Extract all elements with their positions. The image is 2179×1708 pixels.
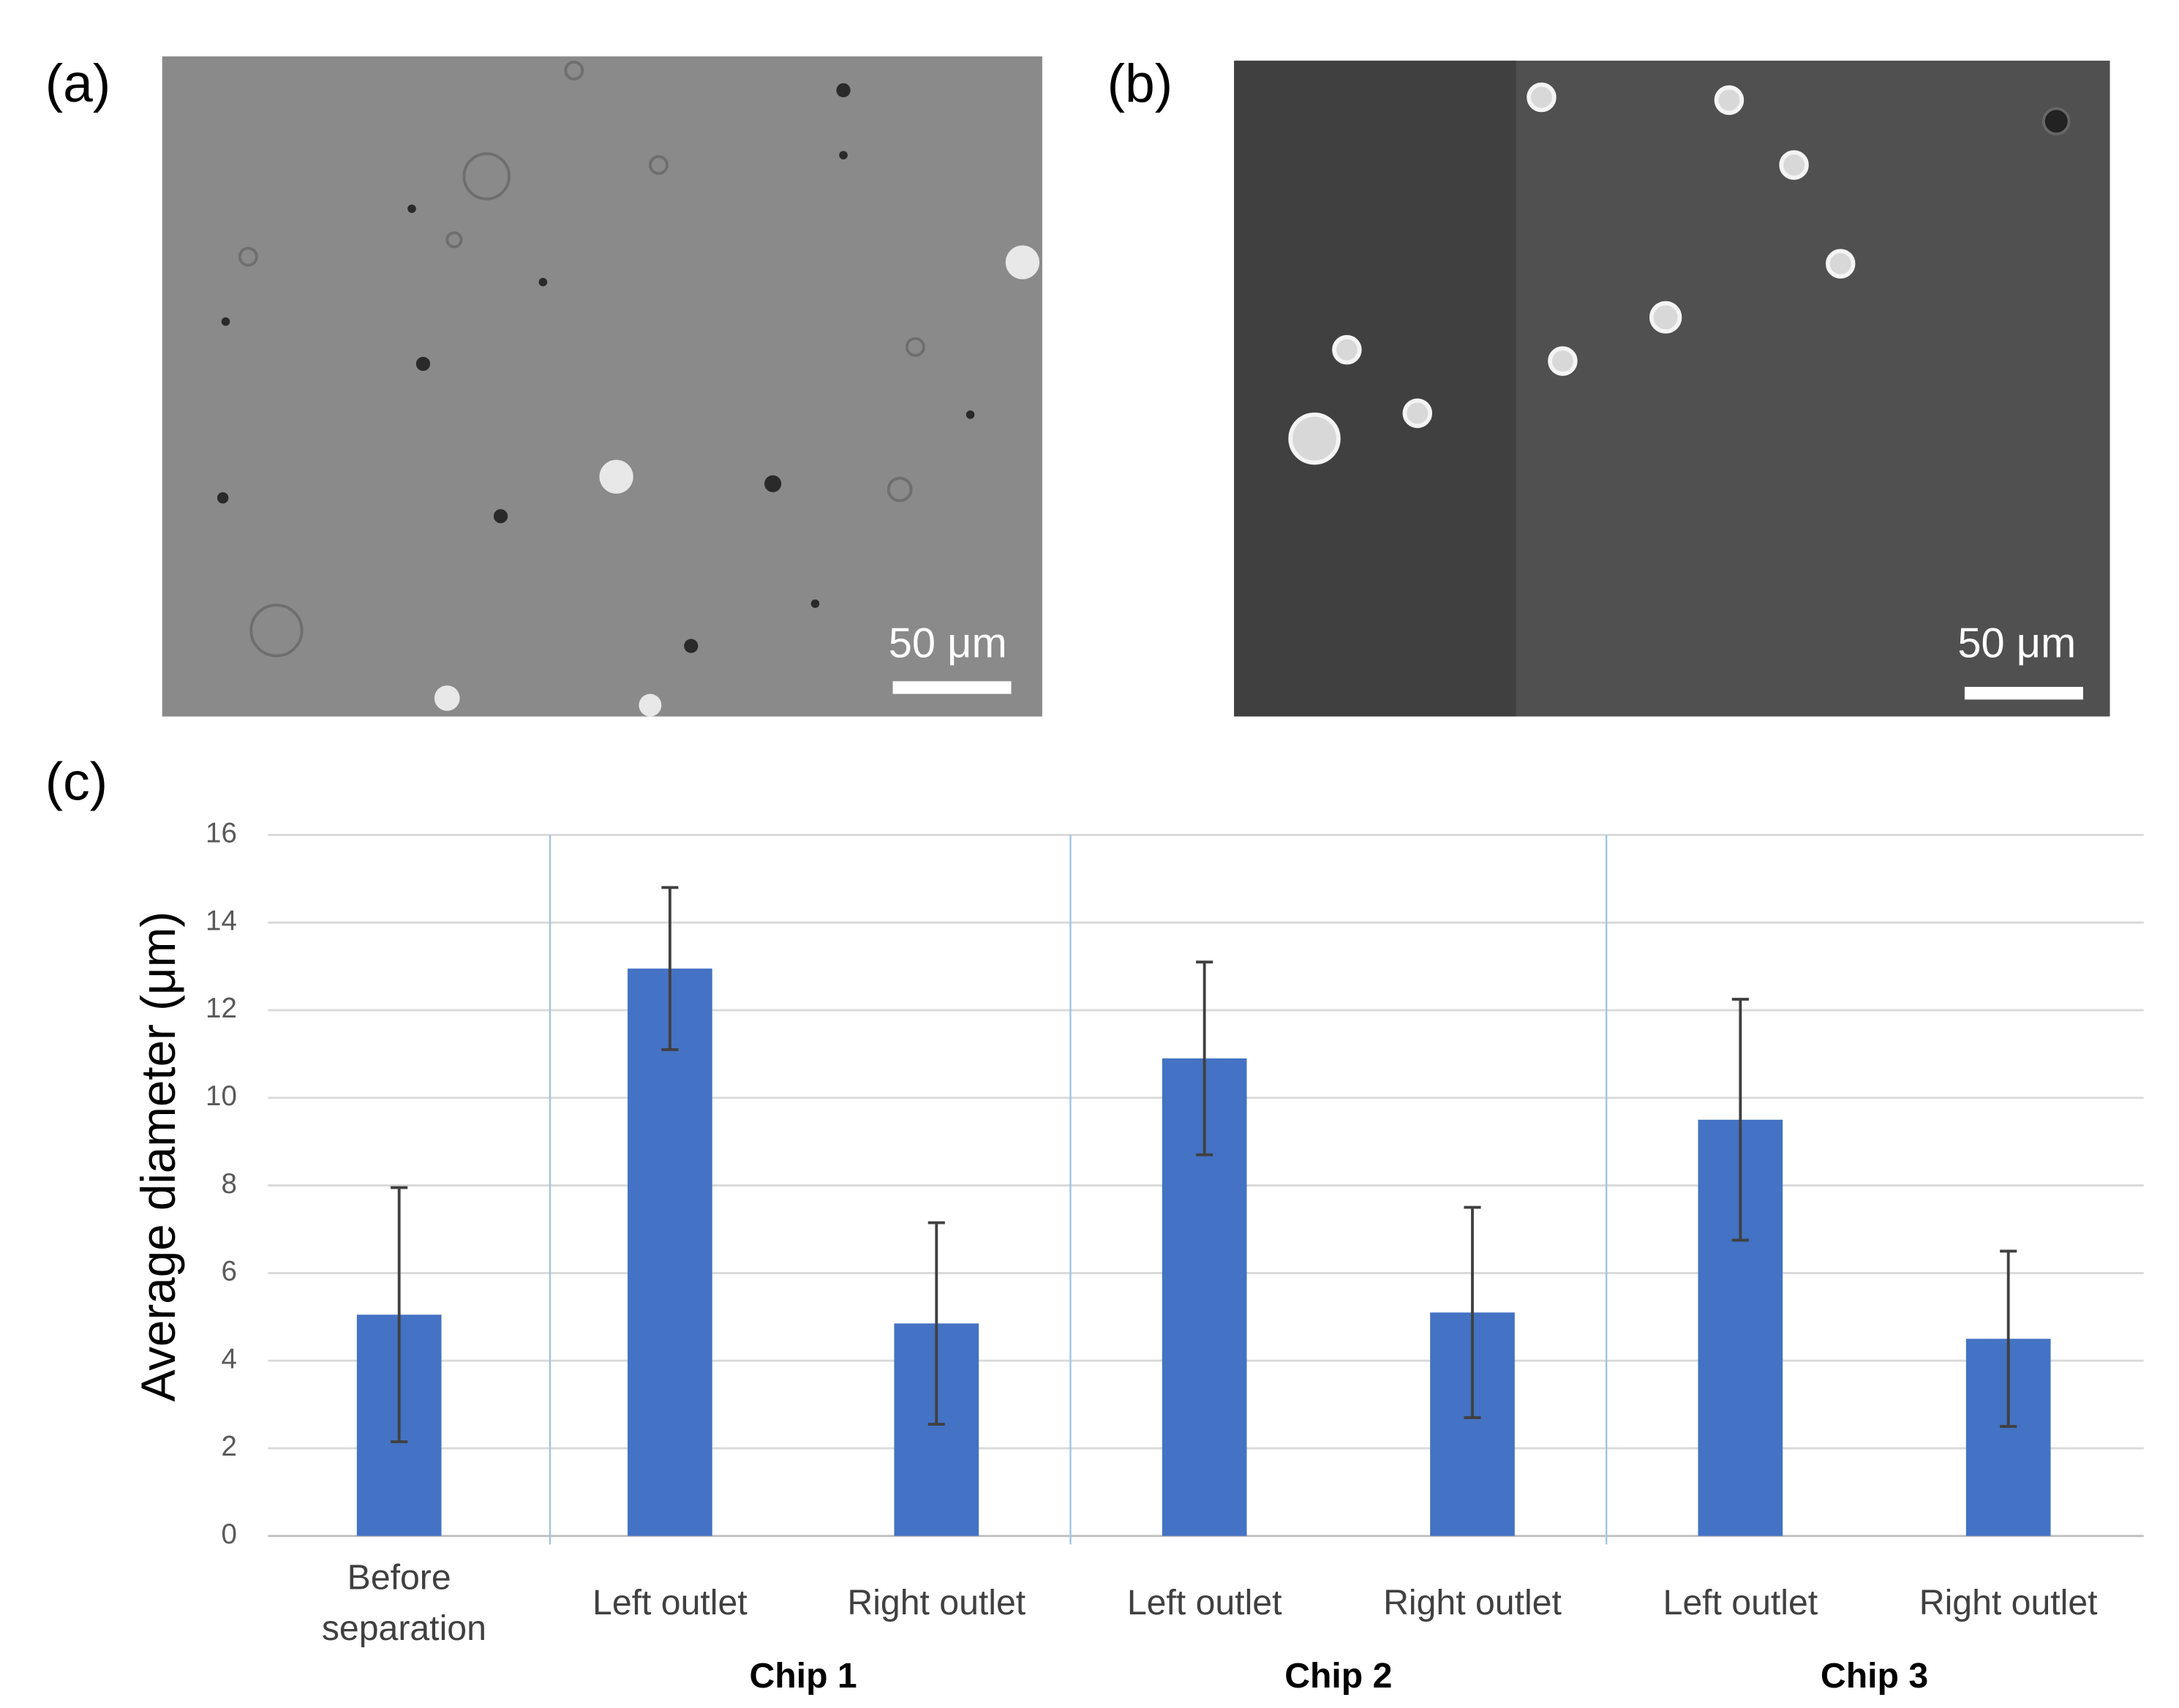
- x-tick-label: Left outlet: [592, 1583, 748, 1622]
- micrograph-b-debris: [2041, 107, 2071, 136]
- y-tick-label: 12: [206, 993, 237, 1024]
- x-tick-label: Left outlet: [1127, 1583, 1282, 1622]
- group-label: Chip 3: [1821, 1656, 1928, 1696]
- group-label: Chip 1: [749, 1656, 857, 1696]
- panel-label: (b): [1107, 53, 1173, 113]
- scale-bar-label: 50 μm: [1957, 620, 2076, 666]
- scale-bar: [1964, 687, 2083, 700]
- micrograph-a-texture: [238, 60, 925, 658]
- y-tick-label: 14: [206, 905, 237, 936]
- y-tick-label: 8: [221, 1168, 236, 1200]
- plot-area: 0 2 4 6 8 10 12 14 16 Chip 1 Chip 2 Chip 3 Before se…: [206, 818, 2144, 1696]
- panel-label: (c): [45, 751, 108, 811]
- x-tick-label: Right outlet: [1919, 1583, 2098, 1622]
- group-label: Chip 2: [1284, 1656, 1392, 1696]
- scale-bar-label: 50 μm: [889, 620, 1007, 666]
- y-tick-label: 0: [221, 1519, 236, 1550]
- bar: [628, 968, 712, 1536]
- y-axis-title: Average diameter (μm): [132, 911, 185, 1402]
- y-tick-label: 16: [206, 818, 237, 849]
- x-tick-label: Right outlet: [847, 1583, 1025, 1622]
- y-tick-label: 6: [221, 1256, 236, 1287]
- x-tick-label: Left outlet: [1663, 1583, 1818, 1622]
- x-tick-label: Before separation: [312, 1557, 486, 1647]
- micrograph-b-cells: [1288, 82, 1856, 465]
- x-tick-label: Right outlet: [1383, 1583, 1562, 1622]
- micrograph-a-debris: [217, 83, 975, 653]
- scale-bar: [892, 681, 1012, 694]
- micrograph-b-shade: [1234, 60, 1516, 717]
- panel-label: (a): [45, 53, 111, 113]
- y-tick-label: 2: [221, 1431, 236, 1462]
- y-tick-label: 10: [206, 1080, 237, 1112]
- y-tick-label: 4: [221, 1343, 236, 1374]
- micrograph-a-cells: [434, 245, 1040, 717]
- micrograph-a: [162, 56, 1042, 717]
